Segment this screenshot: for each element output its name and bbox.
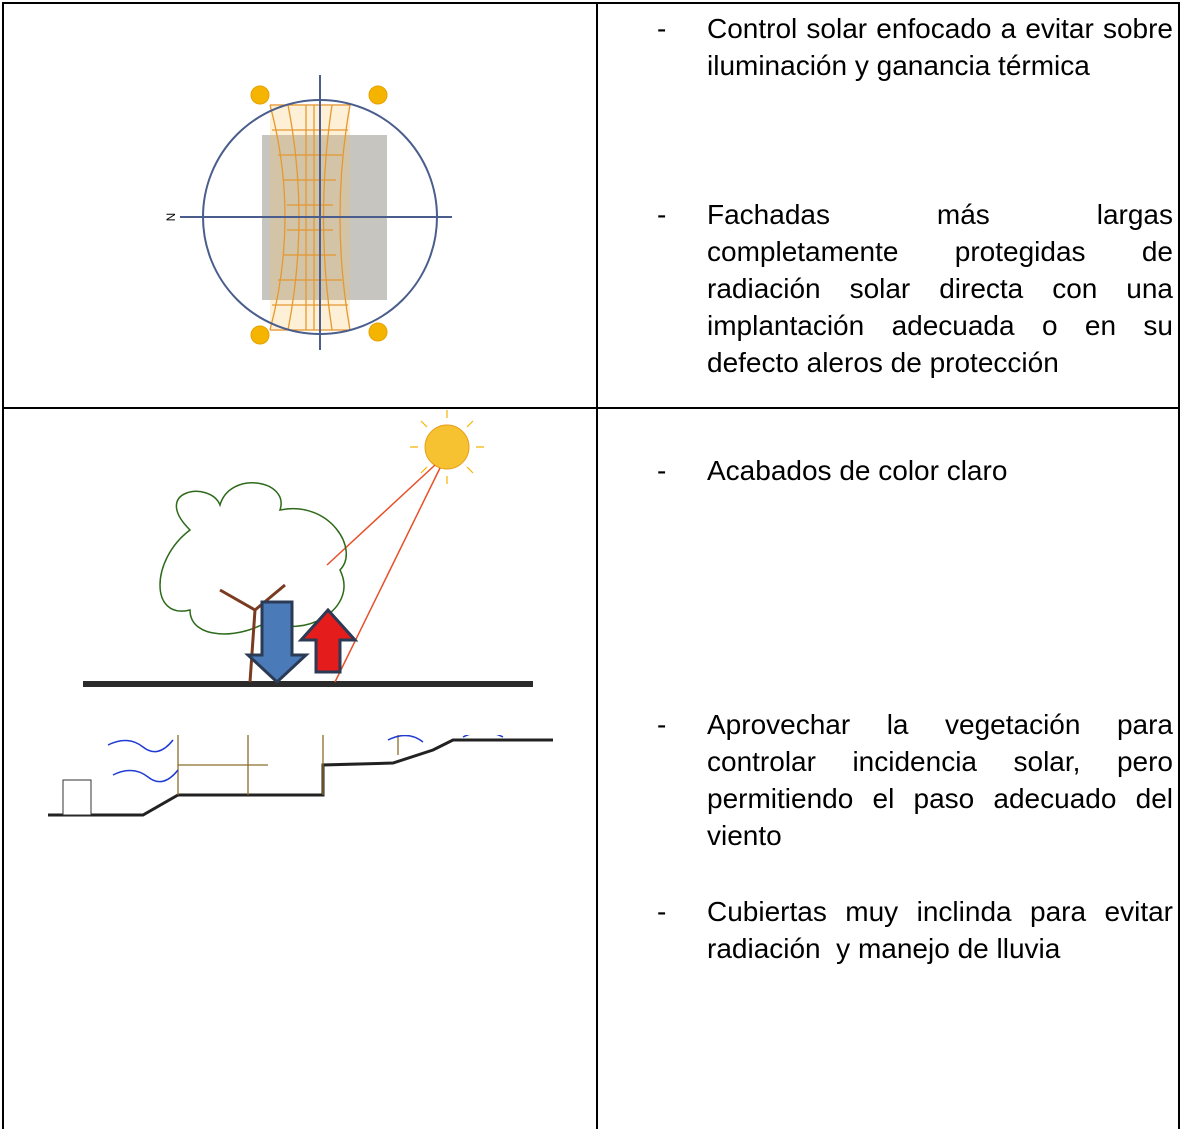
wind [107, 735, 504, 783]
section-diagram [48, 735, 553, 817]
bullet: - [657, 709, 667, 740]
bullet: - [657, 13, 667, 44]
vegetation-diagram [83, 410, 533, 687]
bullet: - [657, 455, 667, 486]
compass-label: N [164, 213, 178, 222]
bullet-text: Acabados de color claro [707, 455, 1008, 486]
terrain [48, 738, 553, 817]
sun-rays [410, 410, 484, 484]
bullet-text: Cubiertas muy inclinda para evitar radia… [707, 896, 1181, 964]
tree-crown [159, 482, 347, 635]
arrow-down [244, 600, 310, 685]
row-divider [2, 407, 1180, 409]
column-divider [596, 2, 598, 1129]
bullet: - [657, 199, 667, 230]
arrow-up [297, 607, 359, 674]
sun-path-diagram: N [164, 75, 452, 350]
bullet-text: Aprovechar la vegetación para controlar … [707, 709, 1181, 851]
border-left [2, 2, 4, 1129]
border-right [1178, 2, 1180, 1129]
bullet-text: Fachadas más largas completamente proteg… [707, 199, 1181, 378]
vehicle [62, 779, 92, 816]
bullet: - [657, 896, 667, 927]
ray [326, 464, 441, 683]
sun [424, 424, 470, 470]
suns [250, 85, 388, 345]
bullet-text: Control solar enfocado a evitar sobre il… [707, 13, 1181, 81]
border-top [2, 2, 1180, 4]
tree-trunk [219, 583, 286, 683]
